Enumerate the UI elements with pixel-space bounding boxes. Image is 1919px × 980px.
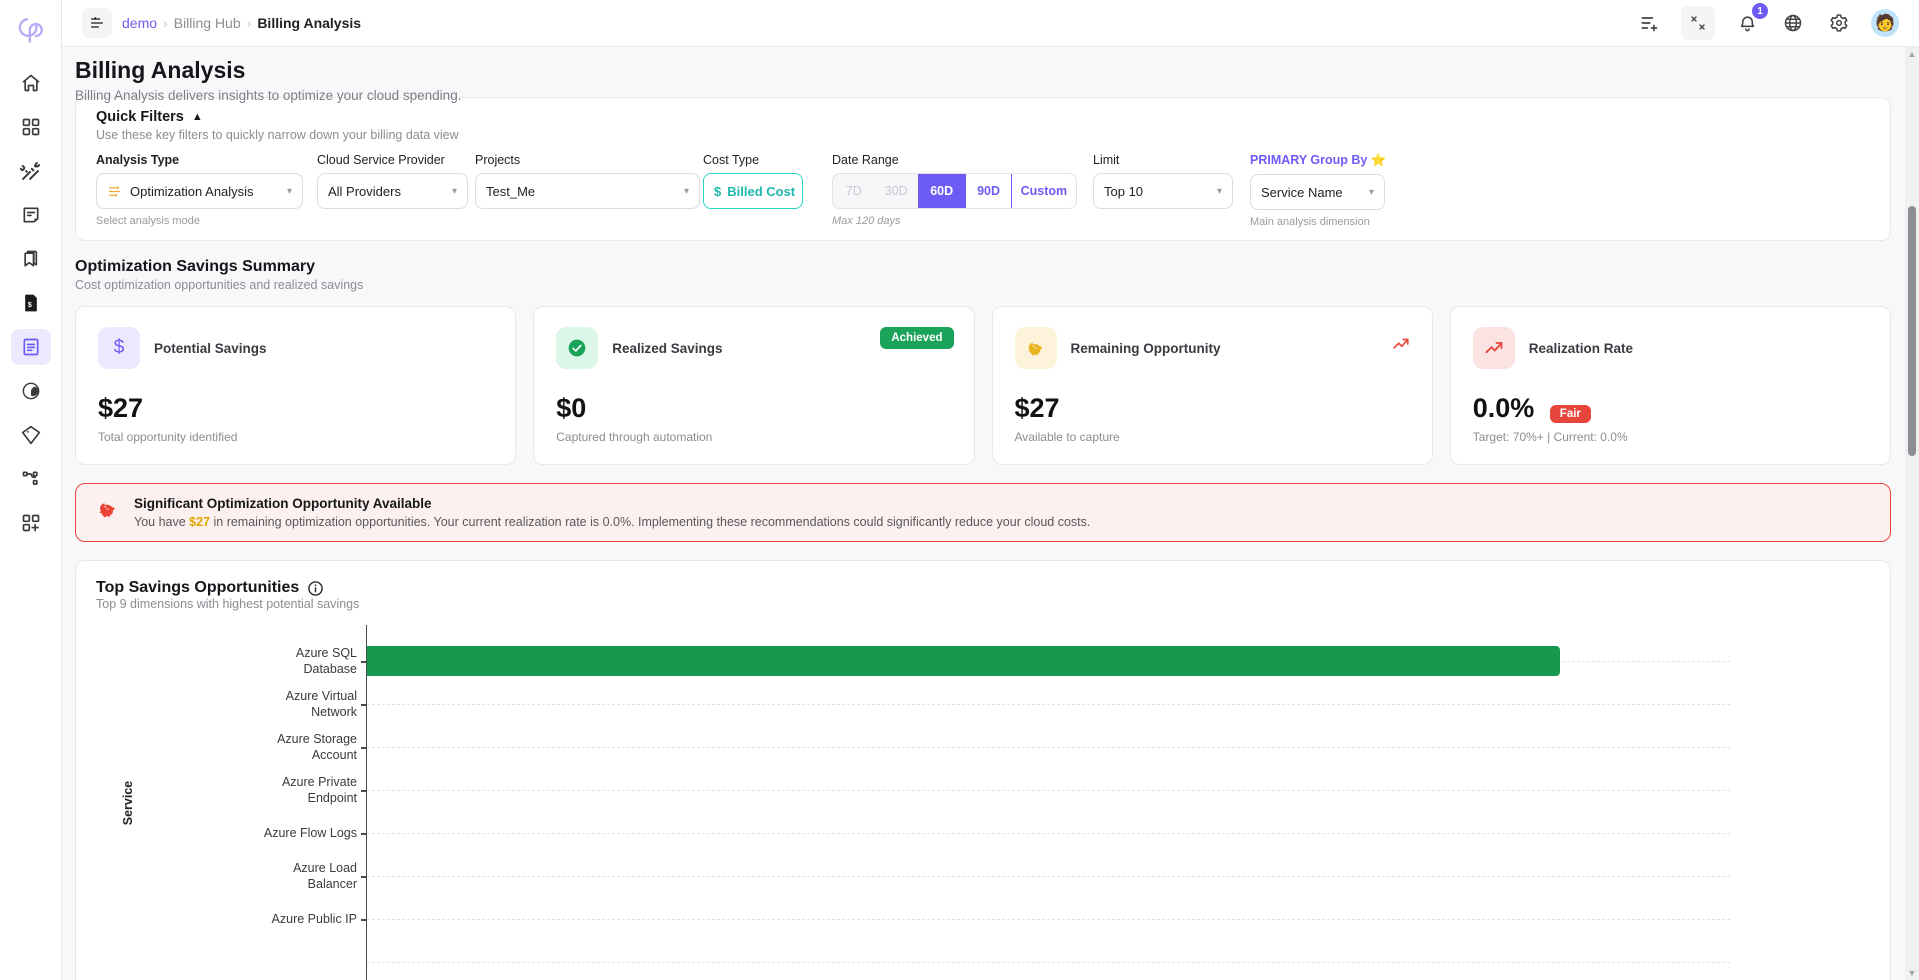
svg-text:$: $ bbox=[27, 301, 31, 309]
